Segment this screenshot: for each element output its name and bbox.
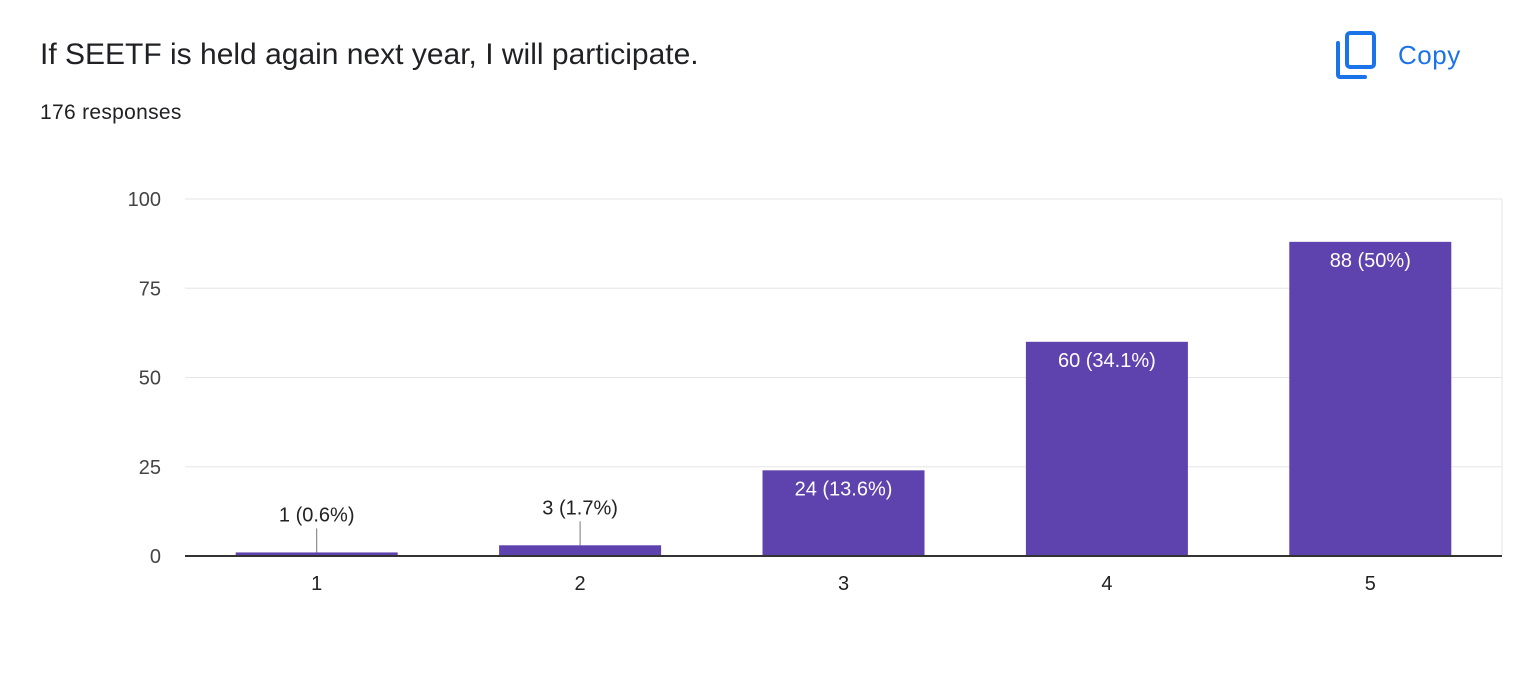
- bar-chart: 0 25 50 75 100 1 (0.6%) 1 3 (1.7%) 2 24 (13.6%) 3 6…: [0, 150, 1516, 620]
- data-label: 24 (13.6%): [795, 478, 893, 500]
- data-label: 60 (34.1%): [1058, 350, 1156, 372]
- bar: [1289, 241, 1452, 556]
- data-label: 88 (50%): [1330, 250, 1411, 272]
- y-tick-label: 100: [128, 189, 161, 211]
- response-count: 176 responses: [40, 101, 182, 124]
- y-tick-label: 0: [150, 546, 161, 568]
- bar: [1025, 341, 1188, 556]
- copy-button[interactable]: Copy: [1334, 28, 1461, 82]
- y-tick-label: 25: [139, 457, 161, 479]
- y-tick-label: 75: [139, 278, 161, 300]
- bar: [762, 470, 925, 556]
- copy-icon: [1336, 31, 1376, 79]
- bar: [235, 552, 398, 556]
- copy-label: Copy: [1398, 39, 1461, 70]
- y-tick-label: 50: [139, 368, 161, 390]
- x-tick-label: 2: [575, 573, 586, 595]
- x-tick-label: 4: [1101, 573, 1112, 595]
- x-tick-label: 1: [311, 573, 322, 595]
- data-label: 3 (1.7%): [542, 497, 618, 519]
- x-tick-label: 3: [838, 573, 849, 595]
- data-label: 1 (0.6%): [279, 504, 355, 526]
- x-tick-label: 5: [1365, 573, 1376, 595]
- bar: [499, 545, 662, 556]
- chart-svg: 0 25 50 75 100 1 (0.6%) 1 3 (1.7%) 2 24 (13.6%) 3 6…: [128, 189, 1503, 595]
- question-title: If SEETF is held again next year, I will…: [40, 38, 699, 71]
